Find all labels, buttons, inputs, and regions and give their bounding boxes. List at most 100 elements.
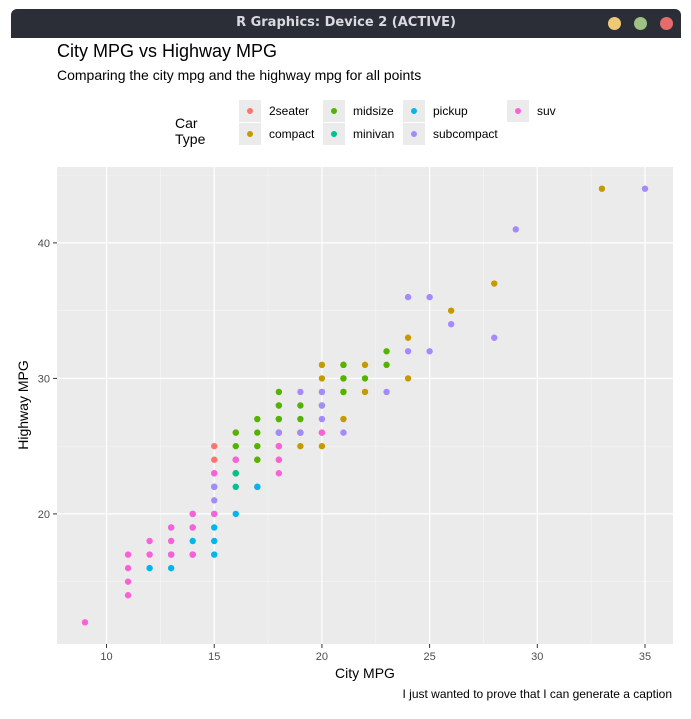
plot-caption: I just wanted to prove that I can genera…	[402, 687, 672, 701]
data-point-midsize	[254, 456, 261, 463]
data-point-2seater	[211, 456, 218, 463]
window-titlebar[interactable]: R Graphics: Device 2 (ACTIVE)	[11, 9, 681, 38]
data-point-subcompact	[318, 388, 326, 396]
legend-dot	[331, 108, 337, 114]
data-point-subcompact	[641, 185, 649, 192]
data-point-midsize	[232, 442, 239, 450]
legend-label-suv: suv	[537, 104, 556, 118]
data-point-compact	[318, 361, 326, 369]
data-point-compact	[447, 307, 455, 314]
data-point-compact	[361, 361, 369, 369]
data-point-suv	[318, 429, 326, 436]
data-point-pickup	[211, 537, 218, 545]
data-point-midsize	[254, 429, 261, 436]
data-point-pickup	[232, 510, 239, 518]
data-point-compact	[404, 334, 412, 341]
x-tick-label: 15	[208, 651, 220, 663]
data-point-pickup	[254, 483, 261, 491]
legend-label-compact: compact	[269, 127, 315, 141]
data-point-suv	[232, 456, 239, 463]
data-point-suv	[146, 551, 153, 558]
legend-dot	[411, 131, 417, 137]
data-point-midsize	[297, 415, 304, 423]
data-point-2seater	[211, 442, 218, 450]
x-axis-label: City MPG	[335, 665, 395, 681]
data-point-compact	[340, 415, 347, 423]
data-point-midsize	[361, 375, 369, 382]
x-tick-label: 35	[639, 651, 651, 663]
y-axis-label: Highway MPG	[15, 360, 31, 449]
data-point-suv	[275, 470, 283, 477]
minor-gridlines	[57, 167, 673, 644]
data-point-subcompact	[340, 429, 347, 436]
data-point-suv	[211, 470, 218, 477]
data-point-subcompact	[275, 429, 283, 436]
data-point-compact	[404, 375, 412, 382]
data-point-suv	[167, 537, 175, 545]
data-point-subcompact	[297, 429, 304, 436]
data-point-minivan	[232, 470, 239, 477]
data-point-subcompact	[491, 334, 498, 341]
data-point-subcompact	[297, 388, 304, 396]
data-point-compact	[361, 388, 369, 396]
legend-key-minivan	[323, 123, 345, 145]
data-point-compact	[318, 375, 326, 382]
data-point-suv	[146, 537, 153, 545]
plot-subtitle: Comparing the city mpg and the highway m…	[57, 67, 422, 83]
window-title: R Graphics: Device 2 (ACTIVE)	[236, 15, 456, 30]
data-point-suv	[124, 564, 132, 572]
y-tick-label: 30	[38, 373, 50, 385]
data-point-subcompact	[318, 415, 326, 423]
data-point-midsize	[275, 402, 283, 409]
data-point-suv	[189, 510, 196, 518]
axis-ticks: 10 15 20 25 30 35 20 30 40	[38, 238, 651, 663]
data-point-midsize	[340, 388, 347, 396]
data-point-compact	[598, 185, 606, 192]
data-point-suv	[124, 578, 132, 585]
data-point-midsize	[275, 388, 283, 396]
minimize-button[interactable]	[608, 17, 621, 30]
data-point-compact	[491, 280, 498, 287]
legend-label-midsize: midsize	[353, 104, 394, 118]
legend-dot	[515, 108, 521, 114]
data-point-pickup	[211, 524, 218, 531]
data-point-suv	[275, 442, 283, 450]
data-point-subcompact	[512, 226, 519, 233]
data-point-midsize	[340, 375, 347, 382]
data-point-midsize	[275, 415, 283, 423]
data-point-suv	[167, 551, 175, 558]
legend-key-suv	[507, 100, 529, 122]
data-point-suv	[189, 524, 196, 531]
data-point-pickup	[211, 551, 218, 558]
data-point-subcompact	[426, 293, 433, 301]
plot-panel	[57, 167, 673, 644]
data-point-suv	[81, 619, 89, 626]
data-point-compact	[297, 442, 304, 450]
plot-title: City MPG vs Highway MPG	[57, 41, 278, 61]
legend-dot	[247, 108, 253, 114]
legend-title: Car Type	[175, 115, 206, 147]
maximize-button[interactable]	[634, 17, 647, 30]
data-point-pickup	[189, 537, 196, 545]
legend-key-pickup	[403, 100, 425, 122]
data-point-subcompact	[211, 497, 218, 504]
close-button[interactable]	[660, 17, 673, 30]
x-tick-label: 30	[531, 651, 543, 663]
data-point-midsize	[383, 361, 390, 369]
data-point-subcompact	[404, 293, 412, 301]
data-point-midsize	[254, 415, 261, 423]
data-point-suv	[189, 551, 196, 558]
legend-label-minivan: minivan	[353, 127, 395, 141]
data-point-midsize	[297, 402, 304, 409]
legend-key-compact	[239, 123, 261, 145]
data-point-subcompact	[318, 402, 326, 409]
data-point-midsize	[383, 348, 390, 355]
y-tick-label: 40	[38, 238, 50, 250]
legend-label-2seater: 2seater	[269, 104, 310, 118]
data-point-subcompact	[447, 320, 455, 328]
data-point-suv	[167, 524, 175, 531]
data-point-pickup	[167, 564, 175, 572]
x-tick-label: 25	[423, 651, 435, 663]
legend-dot	[411, 108, 417, 114]
